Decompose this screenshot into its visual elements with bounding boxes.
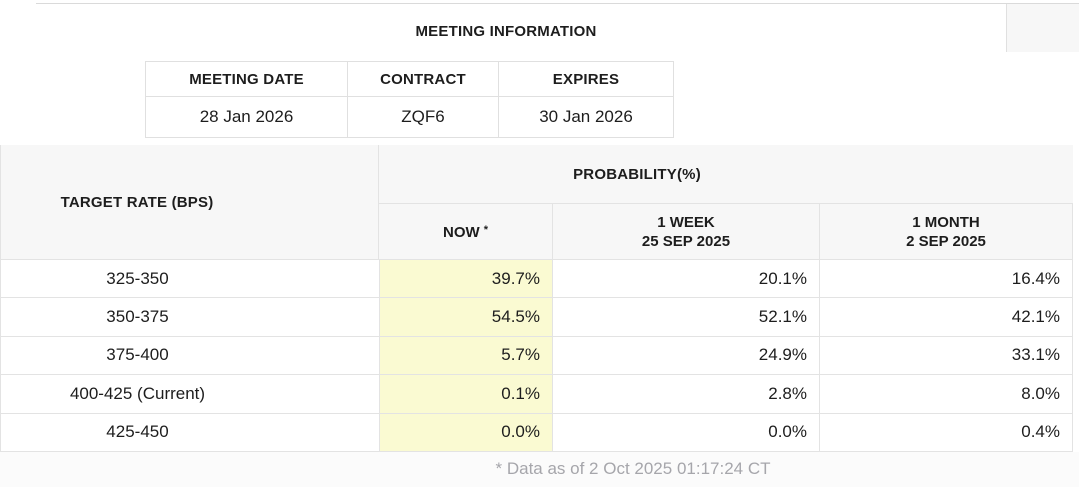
table-row: 325-350 39.7% 20.1% 16.4%: [0, 260, 1073, 299]
probability-table: TARGET RATE (BPS) PROBABILITY(%) NOW * 1 …: [0, 145, 1073, 452]
now-cell: 0.0%: [379, 413, 552, 451]
data-asof-note: * Data as of 2 Oct 2025 01:17:24 CT: [495, 459, 771, 478]
table-row: 375-400 5.7% 24.9% 33.1%: [0, 336, 1073, 376]
expires-header: EXPIRES: [498, 61, 674, 97]
one-week-column-header: 1 WEEK 25 SEP 2025: [552, 204, 819, 260]
target-rate-cell: 425-450: [0, 413, 379, 451]
one-week-cell: 24.9%: [552, 336, 819, 375]
one-month-date: 2 SEP 2025: [906, 233, 986, 250]
contract-header: CONTRACT: [347, 61, 499, 97]
panel-top-border: [36, 3, 1079, 4]
target-rate-cell: 350-375: [0, 298, 379, 336]
now-column-header: NOW *: [379, 204, 552, 260]
one-month-cell: 8.0%: [819, 375, 1073, 413]
one-month-cell: 0.4%: [819, 413, 1073, 451]
table-row: 425-450 0.0% 0.0% 0.4%: [0, 413, 1073, 452]
probability-table-body: 325-350 39.7% 20.1% 16.4% 350-375 54.5% …: [0, 260, 1073, 452]
one-week-cell: 0.0%: [552, 413, 819, 451]
now-label: NOW: [443, 223, 480, 241]
meeting-information-value-row: 28 Jan 2026 ZQF6 30 Jan 2026: [145, 96, 674, 138]
now-cell: 39.7%: [379, 260, 552, 298]
one-month-cell: 33.1%: [819, 336, 1073, 375]
meeting-information-title: MEETING INFORMATION: [415, 23, 597, 40]
probability-group-header: PROBABILITY(%): [379, 145, 1073, 204]
one-week-cell: 52.1%: [552, 298, 819, 336]
one-month-label: 1 MONTH: [912, 214, 980, 231]
now-cell: 5.7%: [379, 336, 552, 375]
page-background-corner: [1006, 4, 1079, 52]
target-rate-cell: 400-425 (Current): [0, 375, 379, 413]
meeting-date-value: 28 Jan 2026: [145, 96, 348, 138]
target-rate-cell: 325-350: [0, 260, 379, 298]
expires-value: 30 Jan 2026: [498, 96, 674, 138]
one-week-date: 25 SEP 2025: [641, 233, 731, 250]
one-week-cell: 2.8%: [552, 375, 819, 413]
one-week-label: 1 WEEK: [657, 214, 715, 231]
meeting-date-header: MEETING DATE: [145, 61, 348, 97]
one-month-column-header: 1 MONTH 2 SEP 2025: [819, 204, 1073, 260]
meeting-information-table: MEETING DATE CONTRACT EXPIRES 28 Jan 202…: [145, 61, 674, 138]
target-rate-cell: 375-400: [0, 336, 379, 375]
one-month-cell: 42.1%: [819, 298, 1073, 336]
target-rate-header: TARGET RATE (BPS): [0, 145, 379, 260]
table-row: 400-425 (Current) 0.1% 2.8% 8.0%: [0, 375, 1073, 414]
now-cell: 54.5%: [379, 298, 552, 336]
probability-table-header: TARGET RATE (BPS) PROBABILITY(%) NOW * 1 …: [0, 145, 1073, 260]
one-month-cell: 16.4%: [819, 260, 1073, 298]
footer-strip: [0, 452, 1079, 487]
now-cell: 0.1%: [379, 375, 552, 413]
table-row: 350-375 54.5% 52.1% 42.1%: [0, 298, 1073, 337]
contract-value: ZQF6: [347, 96, 499, 138]
now-asterisk: *: [483, 224, 488, 236]
one-week-cell: 20.1%: [552, 260, 819, 298]
meeting-information-header-row: MEETING DATE CONTRACT EXPIRES: [145, 61, 674, 97]
